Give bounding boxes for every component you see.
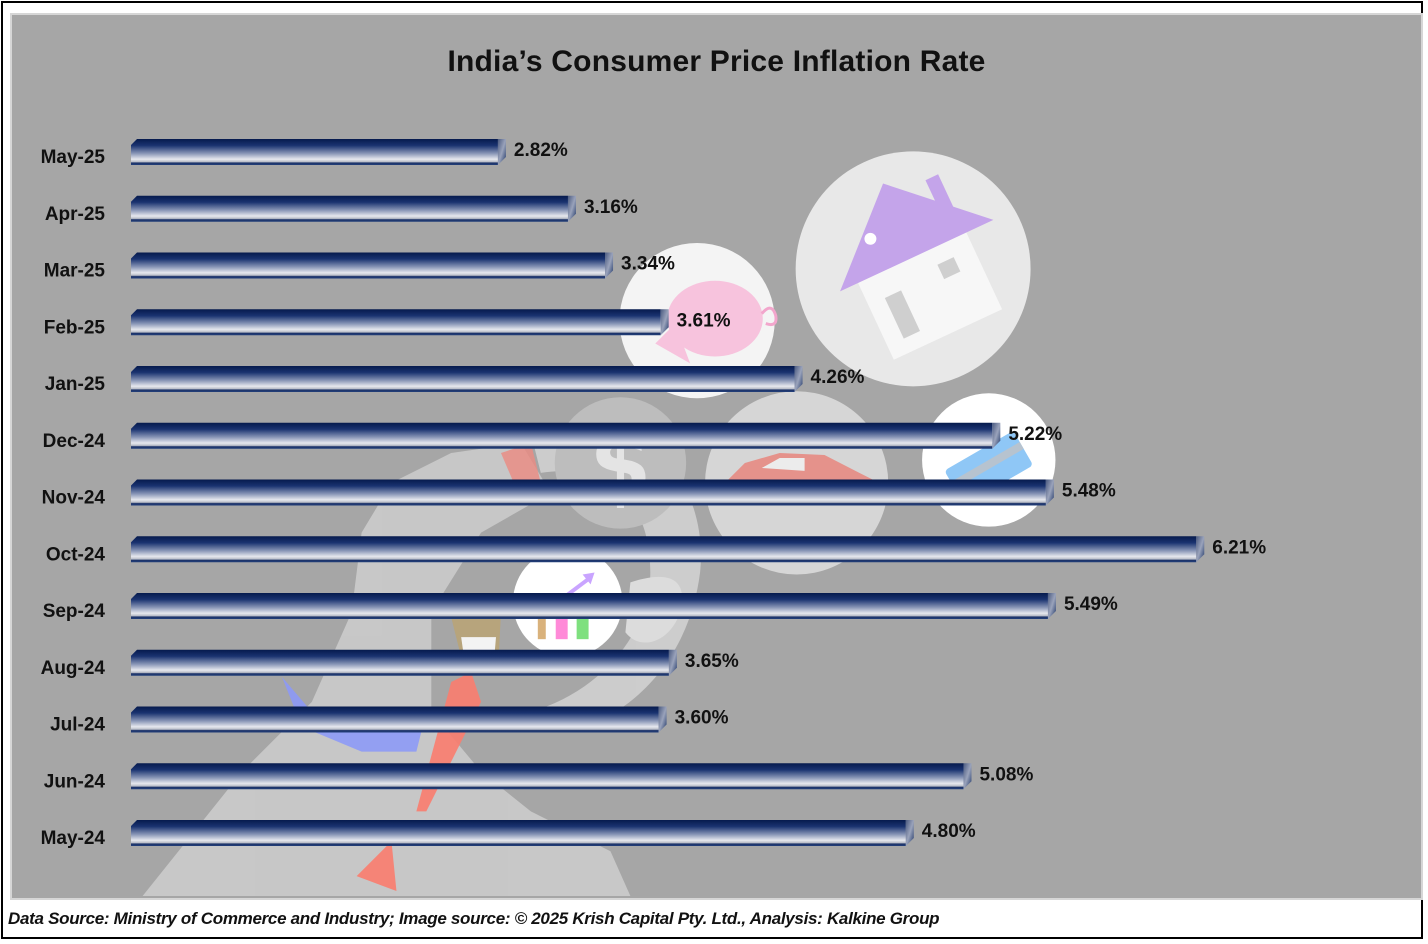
bar-group: May-24 4.80%: [41, 820, 976, 849]
bar-group: Nov-24 5.48%: [42, 479, 1116, 509]
chart-title: India’s Consumer Price Inflation Rate: [447, 45, 986, 78]
bar-end-cap: [567, 195, 576, 222]
bar-end-cap: [992, 422, 1001, 449]
bar-group: Jan-25 4.26%: [45, 366, 865, 395]
data-label: 3.16%: [584, 197, 638, 218]
bar-end-cap: [1045, 479, 1054, 506]
bar: [131, 536, 1197, 563]
plot-area: $ India’s Consumer Price Inflati: [10, 13, 1423, 900]
category-label: Jan-25: [45, 374, 106, 395]
bar: [131, 252, 606, 279]
category-label: Jul-24: [50, 715, 105, 736]
bar-group: Jun-24 5.08%: [44, 763, 1033, 792]
category-label: Aug-24: [41, 658, 106, 679]
bar: [131, 366, 795, 392]
category-label: Apr-25: [45, 204, 106, 225]
bar: [131, 479, 1046, 506]
bar-end-cap: [1196, 536, 1205, 563]
bar-group: Jul-24 3.60%: [50, 706, 729, 736]
bar-group: Oct-24 6.21%: [46, 536, 1266, 565]
data-label: 4.80%: [922, 821, 976, 842]
category-label: May-25: [41, 147, 106, 168]
data-label: 3.61%: [677, 310, 731, 331]
bar-end-cap: [905, 820, 914, 846]
bar: [131, 309, 661, 336]
bar: [131, 820, 906, 846]
category-label: May-24: [41, 828, 106, 849]
category-label: Nov-24: [42, 488, 106, 509]
category-label: Mar-25: [44, 261, 106, 282]
bar-chart: May-25 2.82% Apr-25 3.16% Mar-25 3.34% Feb-25 3…: [41, 139, 1266, 849]
bar: [131, 139, 498, 165]
data-label: 2.82%: [514, 140, 568, 161]
data-label: 3.34%: [621, 254, 675, 275]
category-label: Feb-25: [44, 317, 106, 338]
bar: [131, 649, 669, 676]
bar-group: Dec-24 5.22%: [43, 422, 1062, 452]
bar-end-cap: [1047, 593, 1056, 619]
bar: [131, 422, 993, 449]
piggy-bank-icon: [619, 242, 778, 399]
bar-end-cap: [794, 366, 803, 392]
bar-group: Feb-25 3.61%: [44, 309, 731, 338]
house-icon: [795, 151, 1031, 387]
bar-end-cap: [668, 649, 677, 676]
bar-end-cap: [605, 252, 614, 279]
bar-group: Sep-24 5.49%: [43, 593, 1118, 622]
bar-group: Mar-25 3.34%: [44, 252, 675, 282]
bar-end-cap: [658, 706, 667, 733]
source-footnote: Data Source: Ministry of Commerce and In…: [8, 909, 940, 928]
bar: [131, 593, 1048, 619]
bar-end-cap: [660, 309, 669, 336]
category-label: Oct-24: [46, 544, 106, 565]
bar: [131, 706, 659, 733]
bar-group: Aug-24 3.65%: [41, 649, 739, 679]
data-label: 5.48%: [1062, 481, 1116, 502]
bar-group: Apr-25 3.16%: [45, 195, 638, 225]
bar: [131, 195, 568, 222]
category-label: Sep-24: [43, 601, 106, 622]
category-label: Dec-24: [43, 431, 106, 452]
category-label: Jun-24: [44, 771, 106, 792]
bar-group: May-25 2.82%: [41, 139, 568, 168]
data-label: 3.60%: [675, 708, 729, 729]
bar-end-cap: [963, 763, 972, 790]
data-label: 6.21%: [1212, 537, 1266, 558]
data-label: 5.49%: [1064, 594, 1118, 615]
bar-end-cap: [497, 139, 506, 165]
data-label: 3.65%: [685, 651, 739, 672]
data-label: 4.26%: [811, 367, 865, 388]
data-label: 5.22%: [1008, 424, 1062, 445]
data-label: 5.08%: [979, 764, 1033, 785]
bar: [131, 763, 964, 790]
